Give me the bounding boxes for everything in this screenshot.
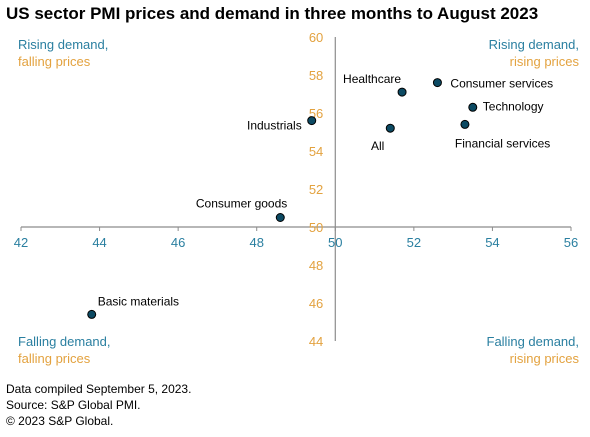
quadrant-label-top-left: Rising demand, falling prices (18, 36, 108, 70)
quadrant-demand-text: Falling demand, (18, 334, 111, 349)
data-point-label: Basic materials (98, 294, 179, 308)
footer-source: Source: S&P Global PMI. (6, 398, 141, 412)
quadrant-prices-text: falling prices (18, 54, 91, 69)
data-point (397, 87, 407, 97)
data-point-label: Industrials (247, 119, 302, 133)
quadrant-label-bottom-right: Falling demand, rising prices (487, 333, 580, 367)
quadrant-demand-text: Rising demand, (18, 37, 109, 52)
data-point-label: Healthcare (343, 72, 401, 86)
y-tick-label: 58 (309, 68, 323, 83)
data-point (385, 123, 395, 133)
x-tick-label: 50 (328, 235, 342, 250)
data-point (460, 119, 470, 129)
x-tick-label: 56 (564, 235, 578, 250)
x-tick-label: 46 (171, 235, 185, 250)
data-point-label: Technology (483, 99, 544, 113)
quadrant-label-bottom-left: Falling demand, falling prices (18, 333, 111, 367)
data-point-label: All (371, 139, 384, 153)
data-point (87, 309, 97, 319)
data-point-label: Consumer goods (196, 197, 287, 211)
quadrant-demand-text: Rising demand, (488, 37, 579, 52)
x-tick-labels: 42 44 46 48 50 52 54 56 (14, 227, 578, 250)
footer-copyright: © 2023 S&P Global. (6, 414, 114, 428)
data-point-label: Financial services (455, 136, 550, 150)
y-tick-label: 46 (309, 296, 323, 311)
quadrant-label-top-right: Rising demand, rising prices (489, 36, 579, 70)
quadrant-prices-text: falling prices (18, 351, 91, 366)
x-tick-label: 52 (407, 235, 421, 250)
data-point-label: Consumer services (450, 77, 553, 91)
y-tick-label: 54 (309, 144, 323, 159)
data-point (307, 116, 317, 126)
x-tick-label: 44 (92, 235, 106, 250)
chart-title: US sector PMI prices and demand in three… (6, 4, 539, 23)
quadrant-prices-text: rising prices (509, 54, 579, 69)
footer-compiled-date: Data compiled September 5, 2023. (6, 382, 192, 396)
axes (21, 37, 571, 341)
y-tick-label: 48 (309, 258, 323, 273)
quadrant-demand-text: Falling demand, (486, 334, 580, 349)
x-tick-label: 48 (249, 235, 263, 250)
y-tick-label: 60 (309, 30, 323, 45)
data-point (275, 213, 285, 222)
data-point (432, 78, 442, 88)
x-tick-label: 42 (14, 235, 28, 250)
quadrant-prices-text: rising prices (509, 351, 579, 366)
y-tick-label: 50 (309, 220, 323, 235)
data-point (468, 102, 478, 112)
y-tick-label: 52 (309, 182, 323, 197)
footer-notes: Data compiled September 5, 2023. Source:… (6, 381, 191, 429)
data-points: Healthcare Consumer services Technology Ind… (87, 72, 553, 319)
y-tick-label: 44 (309, 334, 323, 349)
x-tick-label: 54 (485, 235, 499, 250)
